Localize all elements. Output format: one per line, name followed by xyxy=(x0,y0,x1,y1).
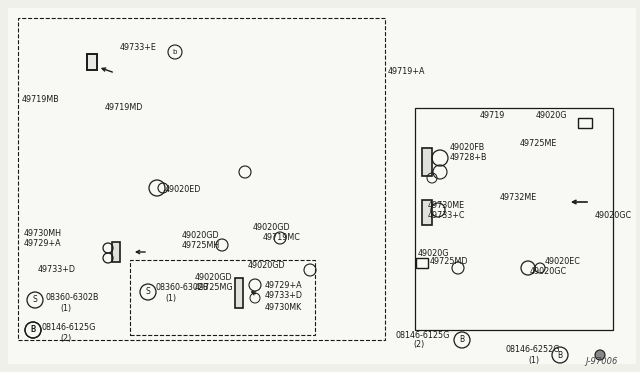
Text: (1): (1) xyxy=(60,304,71,312)
Text: 49020GD: 49020GD xyxy=(248,260,285,269)
Text: (1): (1) xyxy=(528,356,539,365)
Bar xyxy=(235,278,243,308)
Text: 49020FB: 49020FB xyxy=(450,144,485,153)
FancyBboxPatch shape xyxy=(551,23,619,86)
Text: 49732ME: 49732ME xyxy=(500,193,537,202)
Text: (2): (2) xyxy=(413,340,424,350)
Text: 49719MC: 49719MC xyxy=(263,234,301,243)
Bar xyxy=(578,118,592,128)
Bar xyxy=(130,260,315,335)
Text: 49719MD: 49719MD xyxy=(105,103,143,112)
Text: 49725MH: 49725MH xyxy=(182,241,220,250)
Text: 49733+E: 49733+E xyxy=(120,44,157,52)
Text: (2): (2) xyxy=(60,334,71,343)
Text: 49729+A: 49729+A xyxy=(265,280,303,289)
Bar xyxy=(422,148,432,176)
Text: 49728+B: 49728+B xyxy=(450,154,488,163)
Text: 49730MK: 49730MK xyxy=(265,302,302,311)
Text: 08146-6125G: 08146-6125G xyxy=(395,330,449,340)
Circle shape xyxy=(595,350,605,360)
Text: 49733+D: 49733+D xyxy=(265,292,303,301)
Text: B: B xyxy=(31,326,36,334)
Text: (1): (1) xyxy=(165,294,176,302)
Text: 08146-6125G: 08146-6125G xyxy=(42,323,97,331)
Text: 49020GD: 49020GD xyxy=(182,231,220,240)
Text: 49020ED: 49020ED xyxy=(165,186,202,195)
Text: 49020GC: 49020GC xyxy=(530,267,567,276)
Text: 49020GD: 49020GD xyxy=(253,224,291,232)
Text: B: B xyxy=(460,336,465,344)
Bar xyxy=(112,242,120,262)
Text: 49020GD: 49020GD xyxy=(195,273,232,282)
Bar xyxy=(416,258,428,268)
Text: 49725ME: 49725ME xyxy=(520,138,557,148)
Text: 49719+A: 49719+A xyxy=(388,67,426,77)
Text: 08360-6302B: 08360-6302B xyxy=(45,292,99,301)
Text: 08360-6302B: 08360-6302B xyxy=(155,283,209,292)
FancyBboxPatch shape xyxy=(557,82,613,118)
Text: 49730MH: 49730MH xyxy=(24,228,62,237)
Text: 49733+D: 49733+D xyxy=(38,266,76,275)
Text: J-97006: J-97006 xyxy=(586,357,618,366)
Bar xyxy=(422,200,432,225)
Bar xyxy=(18,18,385,340)
Text: 49730ME: 49730ME xyxy=(428,201,465,209)
Text: 49725MD: 49725MD xyxy=(430,257,468,266)
Text: 49020G: 49020G xyxy=(418,248,449,257)
Text: 08146-6252G: 08146-6252G xyxy=(505,346,559,355)
Text: 49729+A: 49729+A xyxy=(24,240,61,248)
Text: S: S xyxy=(33,295,37,305)
Text: 49719: 49719 xyxy=(480,110,506,119)
Text: S: S xyxy=(146,288,150,296)
Text: 49733+C: 49733+C xyxy=(428,211,465,219)
Text: B: B xyxy=(557,350,563,359)
Text: B: B xyxy=(31,326,36,334)
Bar xyxy=(87,54,97,70)
Text: 49020EC: 49020EC xyxy=(545,257,581,266)
Text: 49725MG: 49725MG xyxy=(195,282,234,292)
Bar xyxy=(415,108,613,330)
Text: 49719MB: 49719MB xyxy=(22,96,60,105)
Text: 49020G: 49020G xyxy=(536,110,568,119)
Text: 49020GC: 49020GC xyxy=(595,211,632,219)
Text: b: b xyxy=(173,49,177,55)
